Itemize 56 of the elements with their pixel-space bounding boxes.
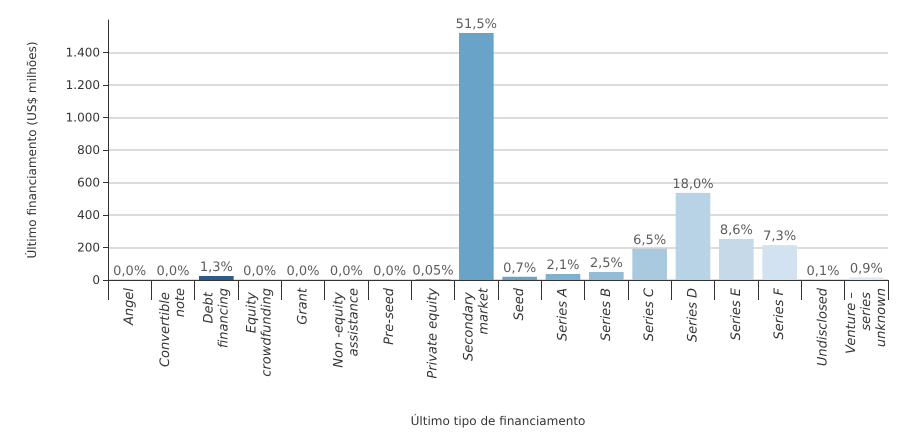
x-tick-label: Venture – series unknown (844, 288, 889, 354)
bar (762, 245, 797, 280)
x-tick-label: Secondary market (461, 287, 492, 361)
y-tick-label: 1.200 (66, 78, 100, 92)
annotation: 0,0% (373, 264, 406, 279)
x-tick-label: Series E (728, 287, 744, 340)
bar (719, 239, 754, 280)
x-tick-label: Angel (122, 288, 138, 326)
annotation: 0,0% (330, 264, 363, 279)
bar (502, 276, 537, 280)
y-tick-label: 800 (77, 143, 100, 157)
x-tick-label: Undisclosed (816, 287, 830, 366)
x-tick-label: Series D (686, 288, 700, 342)
x-tick-label: Series B (598, 288, 614, 342)
annotation: 18,0% (672, 176, 714, 192)
annotation: 0,0% (156, 264, 190, 279)
bar (199, 276, 234, 280)
x-tick-label: Grant (296, 287, 310, 325)
x-axis-title: Último tipo de financiamento (410, 413, 586, 428)
x-tick-label: Non -equity assistance (331, 288, 362, 368)
x-tick-label: Series F (772, 287, 788, 340)
annotation: 7,3% (763, 229, 796, 244)
x-tick-label: Convertible note (158, 288, 188, 368)
bar (589, 272, 624, 280)
bar (632, 248, 667, 280)
x-tick-label: Equity crowdfunding (244, 288, 275, 377)
annotation: 0,1% (806, 264, 840, 279)
annotation: 2,5% (590, 256, 623, 272)
x-tick-label: Series A (556, 288, 570, 342)
annotation: 2,1% (546, 258, 580, 273)
y-axis-title: Último financiamento (US$ milhões) (24, 41, 39, 259)
annotation: 0,0% (286, 264, 320, 279)
bar (849, 277, 884, 280)
annotation: 0,0% (113, 264, 146, 279)
bar (546, 274, 580, 280)
annotation: 0,7% (503, 260, 536, 276)
annotation: 8,6% (720, 223, 753, 238)
y-tick-label: 200 (77, 240, 100, 254)
y-tick-label: 400 (77, 208, 100, 222)
annotation: 0,0% (243, 264, 276, 279)
x-tick-label: Seed (512, 287, 528, 320)
annotation: 0,9% (850, 261, 883, 276)
bar (676, 192, 710, 280)
y-tick-label: 600 (77, 176, 100, 190)
x-tick-label: Private equity (426, 288, 440, 379)
annotation: 6,5% (633, 232, 666, 248)
x-tick-label: Pre-seed (382, 287, 398, 345)
annotation: 1,3% (200, 260, 233, 275)
annotation: 0,05% (412, 264, 454, 279)
y-tick-label: 1.000 (66, 110, 100, 124)
x-tick-label: Series C (642, 287, 658, 342)
x-tick-label: Debt financing (201, 288, 232, 348)
bar (459, 33, 494, 280)
y-tick-label: 1.400 (66, 46, 100, 60)
annotation: 51,5% (456, 17, 497, 32)
y-tick-label: 0 (92, 273, 100, 287)
